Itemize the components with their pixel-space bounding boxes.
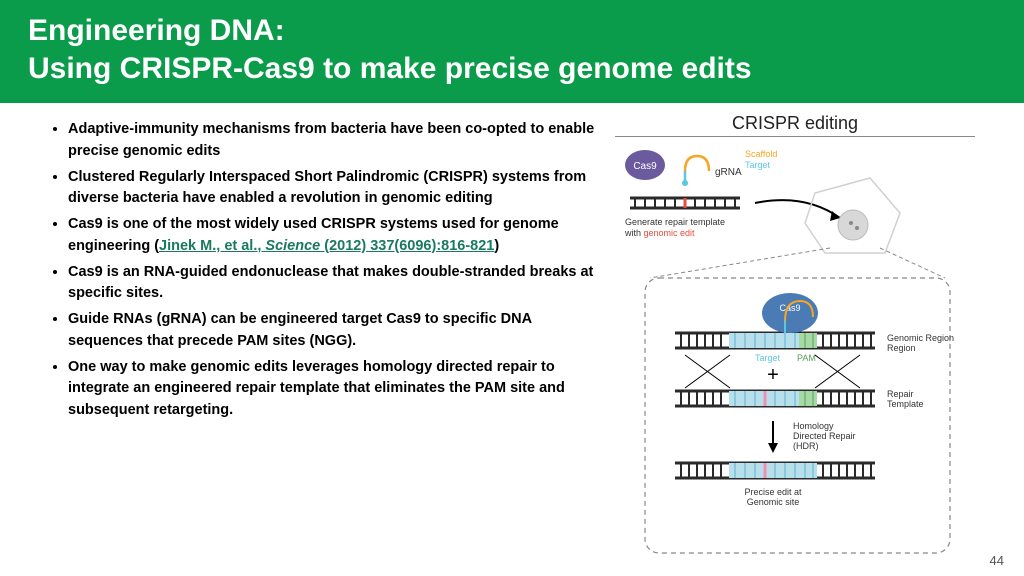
svg-text:gRNA: gRNA <box>715 167 742 178</box>
crispr-diagram: Cas9 gRNA Scaffold Target <box>615 143 975 563</box>
slide-title: Engineering DNA: Using CRISPR-Cas9 to ma… <box>28 12 996 87</box>
bullet-item: Clustered Regularly Interspaced Short Pa… <box>68 167 595 211</box>
svg-text:Directed Repair: Directed Repair <box>793 431 856 441</box>
svg-text:(HDR): (HDR) <box>793 441 819 451</box>
slide-content: Adaptive-immunity mechanisms from bacter… <box>0 103 1024 568</box>
svg-text:Cas9: Cas9 <box>633 161 657 172</box>
svg-text:with genomic edit: with genomic edit <box>624 228 695 238</box>
svg-text:Precise edit at: Precise edit at <box>744 487 802 497</box>
svg-text:Homology: Homology <box>793 421 834 431</box>
svg-text:Target: Target <box>755 353 781 363</box>
bullet-item: Adaptive-immunity mechanisms from bacter… <box>68 119 595 163</box>
svg-text:+: + <box>767 364 779 386</box>
slide-header: Engineering DNA: Using CRISPR-Cas9 to ma… <box>0 0 1024 103</box>
citation-link[interactable]: Jinek M., et al., Science (2012) 337(609… <box>159 238 494 254</box>
svg-text:Target: Target <box>745 160 771 170</box>
svg-text:Scaffold: Scaffold <box>745 149 777 159</box>
diagram-title: CRISPR editing <box>615 113 975 137</box>
svg-text:PAM: PAM <box>797 353 816 363</box>
bullet-item: Cas9 is one of the most widely used CRIS… <box>68 214 595 258</box>
svg-text:Generate repair template: Generate repair template <box>625 217 725 227</box>
bullet-item: One way to make genomic edits leverages … <box>68 357 595 422</box>
bullet-column: Adaptive-immunity mechanisms from bacter… <box>20 113 605 568</box>
title-line2: Using CRISPR-Cas9 to make precise genome… <box>28 52 752 85</box>
bullet-list: Adaptive-immunity mechanisms from bacter… <box>50 119 595 422</box>
svg-text:Genomic site: Genomic site <box>747 497 800 507</box>
page-number: 44 <box>990 553 1004 568</box>
diagram-column: CRISPR editing Cas9 gRNA Scaffold Target <box>605 113 975 568</box>
svg-text:Repair: Repair <box>887 389 914 399</box>
svg-text:Genomic Region: Genomic Region <box>887 333 954 343</box>
svg-text:Template: Template <box>887 399 924 409</box>
bullet-item: Guide RNAs (gRNA) can be engineered targ… <box>68 309 595 353</box>
bullet-item: Cas9 is an RNA-guided endonuclease that … <box>68 262 595 306</box>
title-line1: Engineering DNA: <box>28 14 285 47</box>
svg-text:Region: Region <box>887 343 916 353</box>
